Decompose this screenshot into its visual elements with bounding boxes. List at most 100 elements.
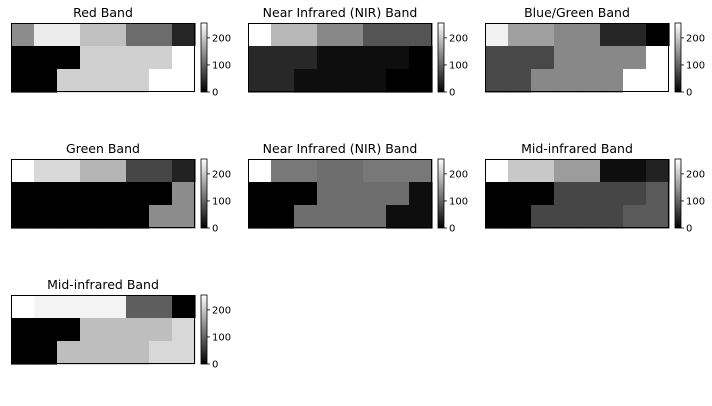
colorbar-tick-label: 200 — [212, 305, 231, 316]
heatmap-cell — [409, 23, 433, 47]
heatmap-cell — [646, 69, 670, 93]
heatmap-cell — [80, 182, 104, 206]
heatmap-cell — [11, 318, 35, 342]
heatmap-cell — [554, 159, 578, 183]
heatmap-cell — [340, 182, 364, 206]
heatmap-cell — [126, 46, 150, 70]
heatmap-cell — [508, 69, 532, 93]
heatmap-cell — [80, 205, 104, 229]
heatmap-cell — [317, 46, 341, 70]
heatmap-cell — [172, 69, 196, 93]
heatmap-cell — [34, 46, 58, 70]
heatmap-cell — [149, 205, 173, 229]
heatmap-cell — [126, 295, 150, 319]
heatmap-cell — [103, 318, 127, 342]
heatmap-cell — [103, 182, 127, 206]
heatmap-cell — [248, 182, 272, 206]
colorbar-tick-label: 100 — [686, 60, 705, 71]
heatmap-cell — [294, 205, 318, 229]
colorbar — [437, 22, 445, 93]
colorbar-tick-label: 200 — [686, 33, 705, 44]
band-panel: Near Infrared (NIR) Band 0 100 200 — [248, 141, 468, 235]
heatmap-cell — [363, 205, 387, 229]
heatmap-cell — [531, 159, 555, 183]
panel-title: Red Band — [73, 5, 133, 20]
colorbar — [674, 158, 682, 229]
heatmap-cell — [554, 23, 578, 47]
heatmap-cell — [508, 46, 532, 70]
heatmap-cell — [80, 159, 104, 183]
heatmap-cell — [363, 69, 387, 93]
heatmap-cell — [271, 46, 295, 70]
colorbar — [200, 158, 208, 229]
heatmap-cell — [57, 46, 81, 70]
heatmap-cell — [554, 182, 578, 206]
heatmap-cell — [531, 182, 555, 206]
heatmap-cell — [34, 182, 58, 206]
heatmap-cell — [149, 159, 173, 183]
heatmap-cell — [386, 69, 410, 93]
heatmap-cell — [646, 182, 670, 206]
heatmap-cell — [646, 23, 670, 47]
heatmap-cell — [531, 69, 555, 93]
heatmap-cell — [409, 182, 433, 206]
axes-frame — [11, 159, 195, 228]
heatmap-cell — [646, 205, 670, 229]
colorbar-tick-label: 100 — [212, 332, 231, 343]
heatmap-cell — [103, 341, 127, 365]
heatmap-cell — [103, 159, 127, 183]
heatmap-cell — [508, 159, 532, 183]
heatmap-cell — [172, 182, 196, 206]
heatmap-cell — [386, 159, 410, 183]
heatmap-cell — [363, 23, 387, 47]
heatmap-cell — [172, 341, 196, 365]
colorbar-tick-label: 100 — [686, 196, 705, 207]
heatmap-cell — [485, 23, 509, 47]
heatmap-cell — [126, 182, 150, 206]
heatmap-cell — [646, 46, 670, 70]
heatmap-cell — [623, 69, 647, 93]
colorbar-tick-label: 200 — [449, 169, 468, 180]
panel-title: Blue/Green Band — [524, 5, 630, 20]
heatmap-cell — [149, 318, 173, 342]
heatmap-cell — [34, 295, 58, 319]
heatmap-cell — [11, 205, 35, 229]
band-panel: Red Band 0 100 200 — [11, 5, 231, 99]
heatmap-cell — [600, 46, 624, 70]
heatmap-cell — [57, 318, 81, 342]
heatmap-cell — [317, 182, 341, 206]
colorbar — [200, 22, 208, 93]
heatmap-cell — [340, 46, 364, 70]
heatmap-cell — [317, 23, 341, 47]
heatmap-cell — [363, 182, 387, 206]
colorbar-tick-label: 0 — [212, 360, 218, 371]
heatmap-cell — [363, 46, 387, 70]
heatmap-cell — [149, 182, 173, 206]
heatmap-cell — [57, 182, 81, 206]
heatmap-cell — [103, 46, 127, 70]
heatmap-cell — [600, 182, 624, 206]
heatmap-cell — [172, 318, 196, 342]
heatmap-cell — [294, 46, 318, 70]
heatmap-cell — [623, 23, 647, 47]
heatmap-cell — [57, 341, 81, 365]
heatmap-cell — [271, 182, 295, 206]
heatmap-cell — [149, 69, 173, 93]
heatmap-cell — [386, 23, 410, 47]
heatmap-cell — [80, 23, 104, 47]
heatmap-cell — [577, 159, 601, 183]
heatmap-cell — [600, 23, 624, 47]
heatmap-cell — [554, 69, 578, 93]
heatmap-cell — [386, 46, 410, 70]
heatmap-cell — [623, 159, 647, 183]
colorbar-tick-label: 200 — [449, 33, 468, 44]
heatmap-cell — [126, 23, 150, 47]
heatmap-cell — [80, 69, 104, 93]
heatmap-cell — [340, 69, 364, 93]
heatmap-cell — [34, 69, 58, 93]
heatmap-cell — [11, 46, 35, 70]
heatmap-cell — [577, 46, 601, 70]
heatmap-cell — [11, 341, 35, 365]
heatmap-cell — [508, 182, 532, 206]
